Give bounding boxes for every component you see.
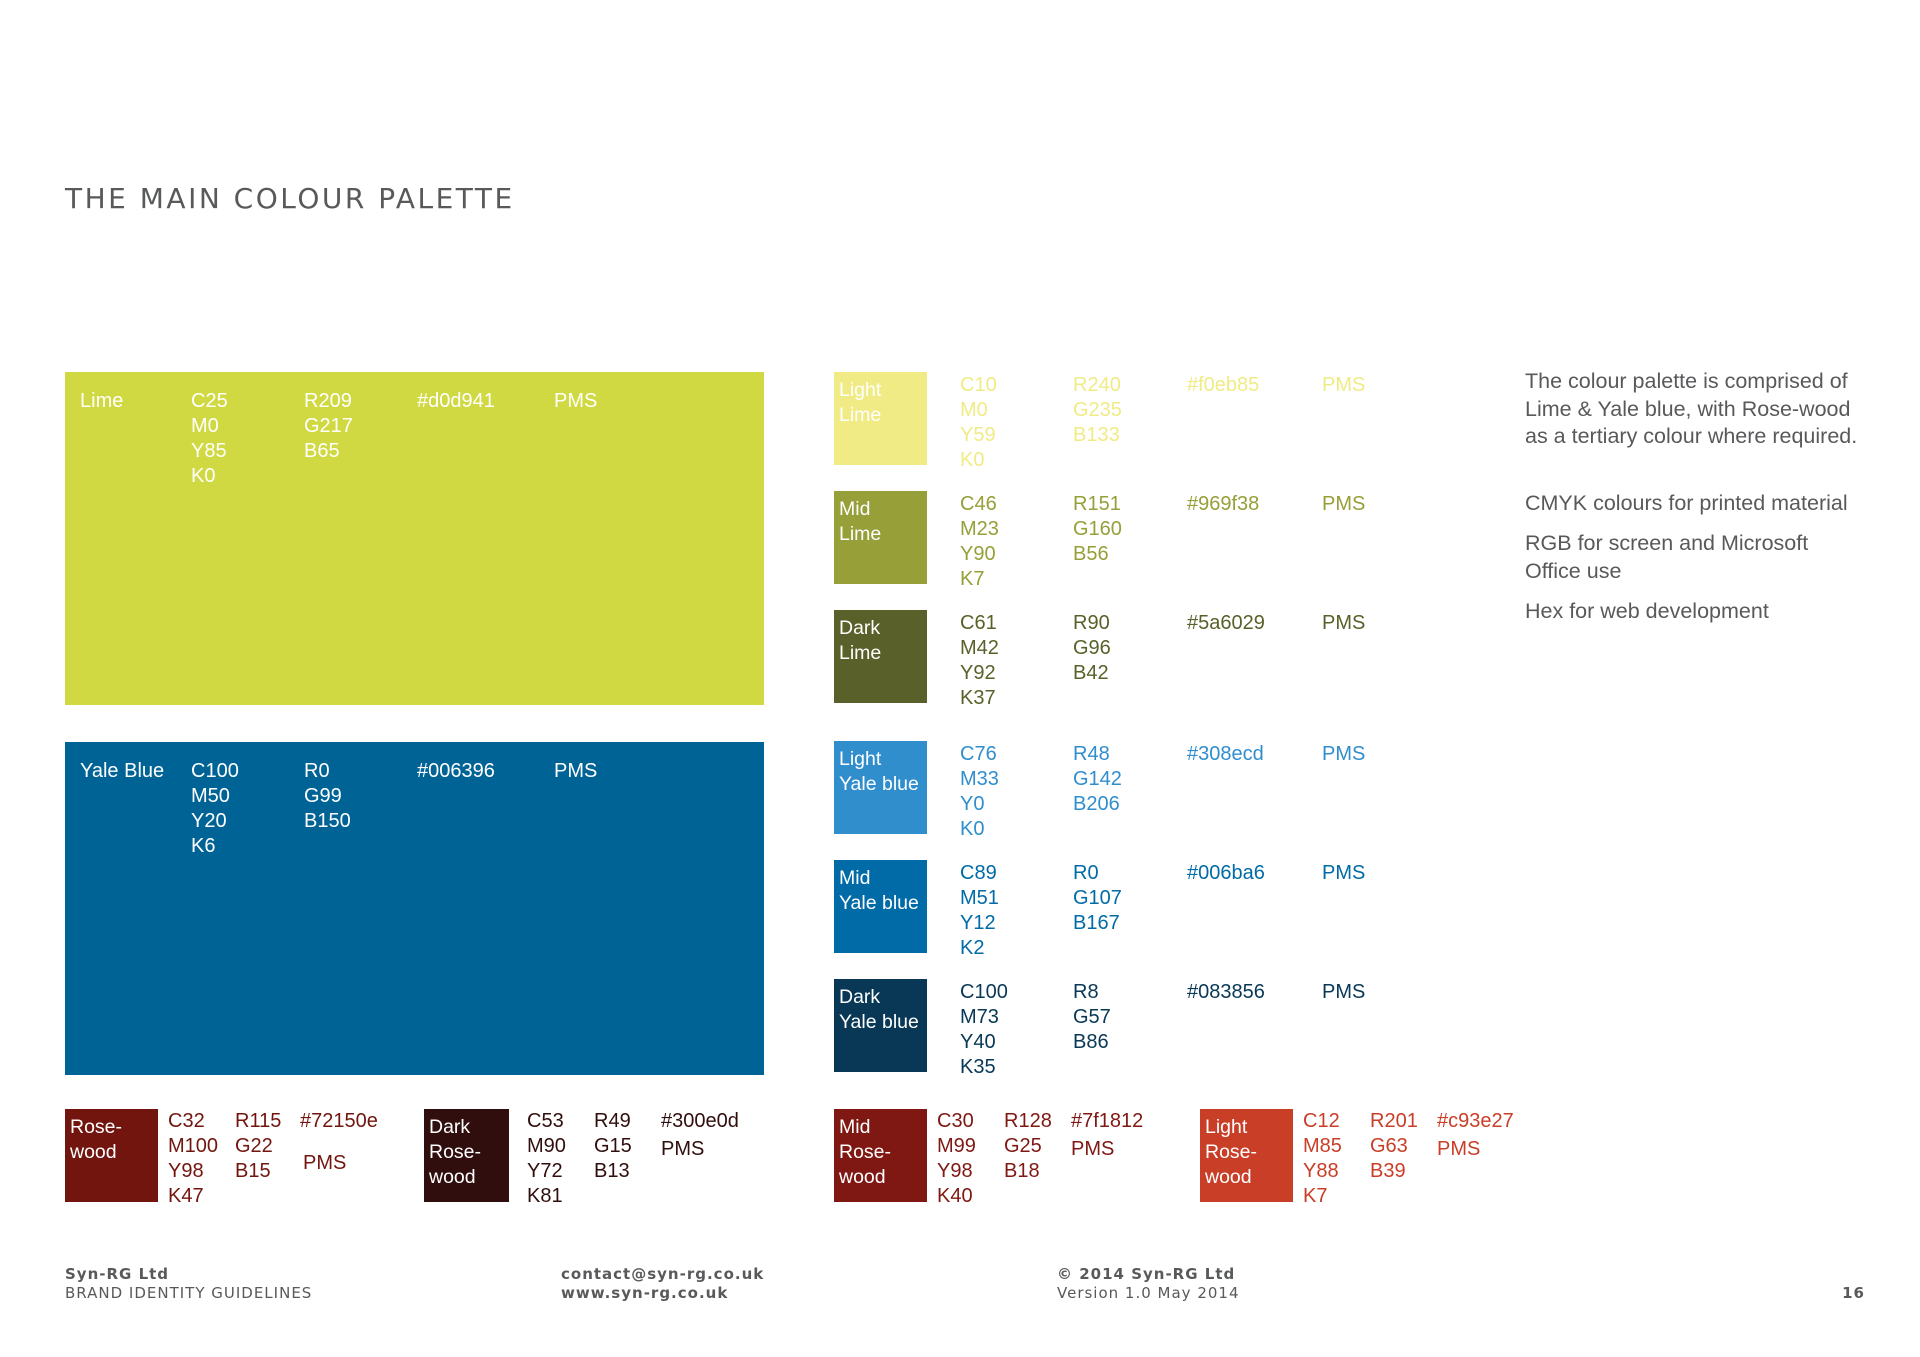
- tint-rgb: R90 G96 B42: [1073, 612, 1111, 684]
- description-cmyk: CMYK colours for printed material: [1525, 491, 1848, 515]
- tint-cmyk: C100 M73 Y40 K35: [960, 981, 1008, 1078]
- lime-rgb: R209 G217 B65: [304, 390, 353, 462]
- tint-pms: PMS: [1322, 862, 1366, 884]
- rosewood-name: Dark Rose- wood: [429, 1116, 482, 1188]
- tint-rgb: R151 G160 B56: [1073, 493, 1122, 565]
- yale-rgb: R0 G99 B150: [304, 760, 351, 832]
- footer-copyright: © 2014 Syn-RG Ltd: [1057, 1265, 1236, 1283]
- tint-pms: PMS: [1322, 612, 1366, 634]
- footer-version: Version 1.0 May 2014: [1057, 1284, 1240, 1302]
- description-hex: Hex for web development: [1525, 599, 1769, 623]
- footer-copyright-block: © 2014 Syn-RG Ltd Version 1.0 May 2014: [1057, 1265, 1240, 1303]
- page-number-value: 16: [1842, 1284, 1865, 1302]
- tint-pms: PMS: [1322, 981, 1366, 1003]
- lime-hex: #d0d941: [417, 390, 495, 412]
- tint-swatch: Light Yale blue: [834, 741, 927, 834]
- rosewood-pms: PMS: [1071, 1138, 1115, 1160]
- page-title: THE MAIN COLOUR PALETTE: [65, 182, 515, 215]
- rosewood-swatch: Rose- wood: [65, 1109, 158, 1202]
- lime-pms: PMS: [554, 390, 598, 412]
- tint-rgb: R48 G142 B206: [1073, 743, 1122, 815]
- rosewood-rgb: R115 G22 B15: [235, 1110, 282, 1182]
- rosewood-pms: PMS: [661, 1138, 705, 1160]
- rosewood-name: Mid Rose- wood: [839, 1116, 892, 1188]
- tint-pms: PMS: [1322, 493, 1366, 515]
- rosewood-name: Light Rose- wood: [1205, 1116, 1258, 1188]
- tint-swatch: Mid Yale blue: [834, 860, 927, 953]
- tint-name: Mid Lime: [839, 498, 882, 545]
- rosewood-pms: PMS: [303, 1152, 347, 1174]
- tint-cmyk: C89 M51 Y12 K2: [960, 862, 999, 959]
- tint-hex: #006ba6: [1187, 862, 1265, 884]
- rosewood-rgb: R201 G63 B39: [1370, 1110, 1418, 1182]
- rosewood-cmyk: C53 M90 Y72 K81: [527, 1110, 566, 1207]
- tint-pms: PMS: [1322, 374, 1366, 396]
- tint-cmyk: C76 M33 Y0 K0: [960, 743, 999, 840]
- tint-hex: #083856: [1187, 981, 1265, 1003]
- tint-name: Light Lime: [839, 379, 882, 426]
- tint-hex: #5a6029: [1187, 612, 1265, 634]
- tint-hex: #308ecd: [1187, 743, 1264, 765]
- tint-cmyk: C61 M42 Y92 K37: [960, 612, 999, 709]
- yale-cmyk: C100 M50 Y20 K6: [191, 760, 239, 857]
- tint-name: Mid Yale blue: [839, 867, 919, 914]
- tint-swatch: Dark Lime: [834, 610, 927, 703]
- footer-website[interactable]: www.syn-rg.co.uk: [561, 1284, 729, 1302]
- rosewood-swatch: Light Rose- wood: [1200, 1109, 1293, 1202]
- tint-name: Dark Lime: [839, 617, 882, 664]
- rosewood-hex: #300e0d: [661, 1110, 739, 1132]
- rosewood-hex: #7f1812: [1071, 1110, 1144, 1132]
- description-rgb: RGB for screen and Microsoft Office use: [1525, 531, 1809, 583]
- rosewood-cmyk: C12 M85 Y88 K7: [1303, 1110, 1342, 1207]
- tint-swatch: Mid Lime: [834, 491, 927, 584]
- tint-hex: #969f38: [1187, 493, 1260, 515]
- rosewood-cmyk: C32 M100 Y98 K47: [168, 1110, 219, 1207]
- footer-company: Syn-RG Ltd: [65, 1265, 170, 1283]
- page-number: 16: [1820, 1284, 1865, 1303]
- tint-rgb: R0 G107 B167: [1073, 862, 1122, 934]
- tint-name: Dark Yale blue: [839, 986, 919, 1033]
- lime-cmyk: C25 M0 Y85 K0: [191, 390, 228, 487]
- lime-swatch-block: Lime C25 M0 Y85 K0 R209 G217 B65 #d0d941…: [65, 372, 764, 705]
- rosewood-swatch: Mid Rose- wood: [834, 1109, 927, 1202]
- yale-hex: #006396: [417, 760, 495, 782]
- rosewood-pms: PMS: [1437, 1138, 1481, 1160]
- rosewood-swatch: Dark Rose- wood: [424, 1109, 509, 1202]
- tint-cmyk: C10 M0 Y59 K0: [960, 374, 997, 471]
- footer-contact: contact@syn-rg.co.uk www.syn-rg.co.uk: [561, 1265, 764, 1303]
- yale-pms: PMS: [554, 760, 598, 782]
- description-intro: The colour palette is comprised of Lime …: [1525, 369, 1858, 448]
- rosewood-cmyk: C30 M99 Y98 K40: [937, 1110, 976, 1207]
- tint-swatch: Dark Yale blue: [834, 979, 927, 1072]
- tint-hex: #f0eb85: [1187, 374, 1260, 396]
- yale-name: Yale Blue: [80, 760, 165, 782]
- tint-name: Light Yale blue: [839, 748, 919, 795]
- footer-doc-title: BRAND IDENTITY GUIDELINES: [65, 1284, 313, 1302]
- rosewood-name: Rose- wood: [70, 1116, 123, 1163]
- footer-left: Syn-RG Ltd BRAND IDENTITY GUIDELINES: [65, 1265, 312, 1303]
- rosewood-rgb: R128 G25 B18: [1004, 1110, 1052, 1182]
- yale-blue-swatch-block: Yale Blue C100 M50 Y20 K6 R0 G99 B150 #0…: [65, 742, 764, 1075]
- tint-swatch: Light Lime: [834, 372, 927, 465]
- rosewood-rgb: R49 G15 B13: [594, 1110, 632, 1182]
- tint-rgb: R240 G235 B133: [1073, 374, 1122, 446]
- tint-rgb: R8 G57 B86: [1073, 981, 1111, 1053]
- rosewood-hex: #c93e27: [1437, 1110, 1514, 1132]
- rosewood-hex: #72150e: [300, 1110, 378, 1132]
- tint-pms: PMS: [1322, 743, 1366, 765]
- lime-name: Lime: [80, 390, 124, 412]
- footer-email[interactable]: contact@syn-rg.co.uk: [561, 1265, 765, 1283]
- tint-cmyk: C46 M23 Y90 K7: [960, 493, 999, 590]
